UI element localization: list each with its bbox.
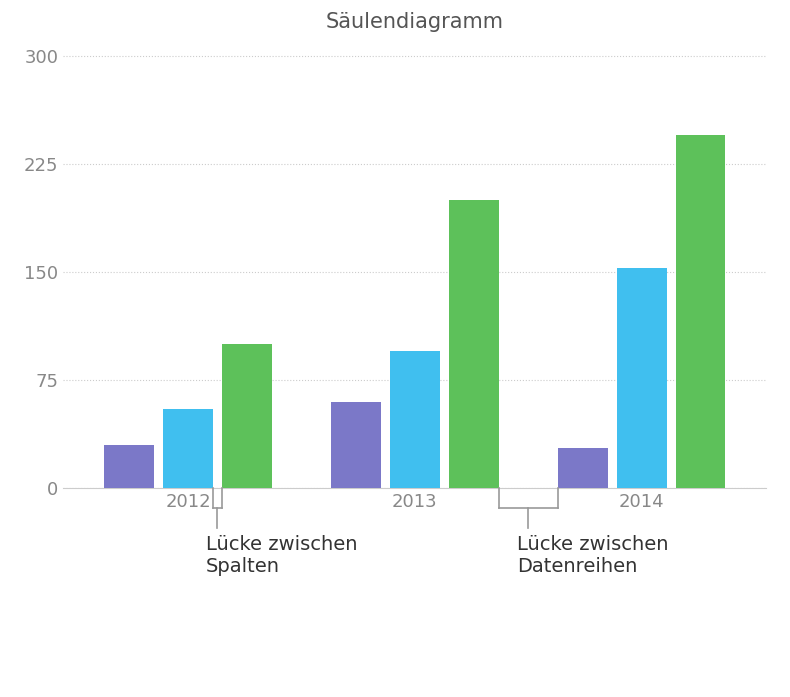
- Bar: [675, 135, 725, 488]
- Bar: [449, 200, 498, 488]
- Title: Säulendiagramm: Säulendiagramm: [325, 12, 504, 32]
- Bar: [617, 268, 667, 488]
- Bar: [163, 408, 213, 488]
- Text: Lücke zwischen
Datenreihen: Lücke zwischen Datenreihen: [517, 535, 668, 576]
- Text: Lücke zwischen
Spalten: Lücke zwischen Spalten: [206, 535, 358, 576]
- Bar: [222, 344, 272, 488]
- Bar: [104, 445, 154, 488]
- Bar: [331, 401, 381, 488]
- Bar: [558, 447, 608, 488]
- Bar: [389, 351, 440, 488]
